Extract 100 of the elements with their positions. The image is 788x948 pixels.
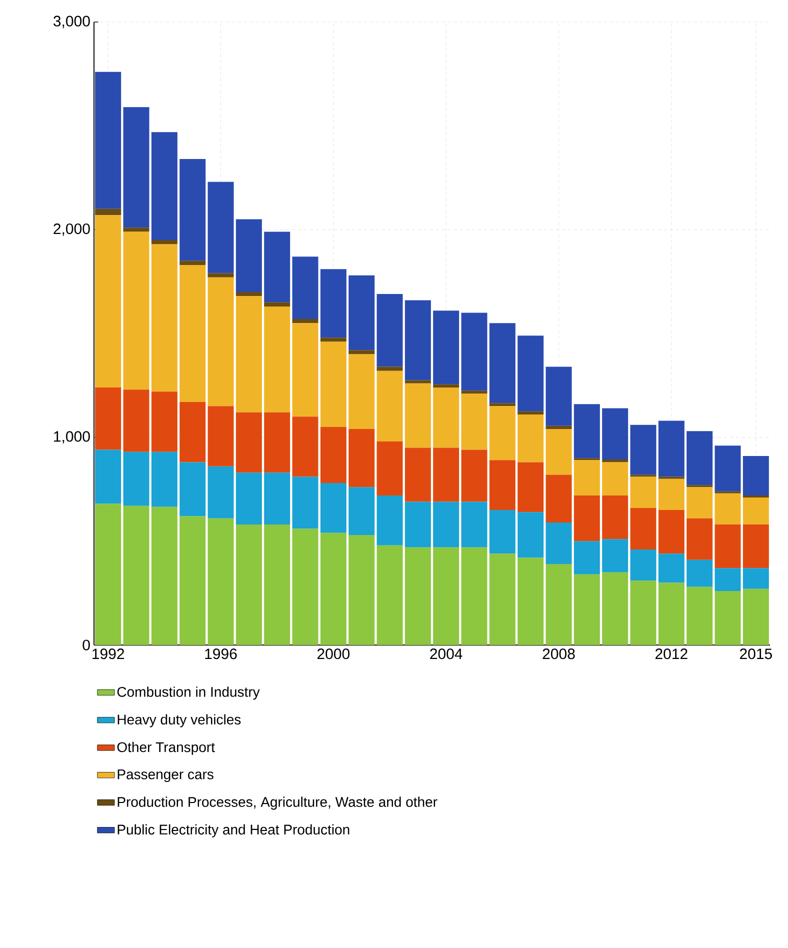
bar xyxy=(404,380,431,384)
bar xyxy=(714,591,741,645)
bar xyxy=(742,568,769,589)
bar xyxy=(518,336,544,412)
bar xyxy=(602,539,628,572)
bar xyxy=(180,159,206,261)
bar xyxy=(180,462,206,516)
bar xyxy=(489,403,516,406)
bar xyxy=(489,323,516,404)
bar xyxy=(518,411,544,414)
legend-label: Other Transport xyxy=(117,742,215,755)
x-tick-label: 2015 xyxy=(740,648,772,660)
bar xyxy=(433,502,460,548)
bar xyxy=(348,429,375,488)
bar xyxy=(292,323,318,417)
bar xyxy=(433,547,460,645)
bar xyxy=(546,474,572,522)
bar xyxy=(686,586,713,645)
bar xyxy=(320,426,346,484)
bar xyxy=(151,506,178,645)
bar xyxy=(348,354,375,430)
bar xyxy=(489,460,516,510)
bar xyxy=(95,215,122,388)
bar xyxy=(546,429,572,475)
bar xyxy=(658,510,684,554)
bar xyxy=(518,462,544,512)
bar xyxy=(742,524,769,568)
bar xyxy=(95,72,122,209)
bar xyxy=(630,580,656,645)
bar xyxy=(686,518,713,560)
legend-label: Combustion in Industry xyxy=(117,686,260,700)
bar xyxy=(123,107,150,228)
bar xyxy=(461,312,488,391)
y-tick-label: 2,000 xyxy=(54,223,90,236)
bar xyxy=(404,300,431,380)
bar xyxy=(376,294,403,367)
bar xyxy=(292,476,318,529)
bar xyxy=(433,384,460,388)
bar xyxy=(489,510,516,554)
bar xyxy=(95,450,122,504)
bar xyxy=(574,460,600,496)
bar xyxy=(236,524,262,645)
bar xyxy=(686,487,713,518)
bar xyxy=(376,441,403,496)
bar xyxy=(461,502,488,548)
bar xyxy=(518,414,544,462)
bar xyxy=(264,232,290,302)
bar xyxy=(123,452,150,506)
bar xyxy=(574,541,600,574)
bar xyxy=(686,560,713,587)
bar xyxy=(714,493,741,525)
bar xyxy=(630,508,656,550)
bar xyxy=(264,412,290,473)
bar xyxy=(518,558,544,645)
bar xyxy=(742,456,769,496)
bar xyxy=(714,568,741,592)
bar xyxy=(123,228,150,232)
bar xyxy=(348,275,375,350)
bar xyxy=(574,574,600,645)
y-tick-label: 0 xyxy=(82,640,90,650)
legend-label: Production Processes, Agriculture, Waste and other xyxy=(118,796,438,810)
bar xyxy=(151,392,178,452)
bar xyxy=(602,495,628,540)
bar xyxy=(742,498,769,525)
bar xyxy=(208,273,234,278)
y-tick-label: 3,000 xyxy=(53,16,90,28)
bar xyxy=(404,502,431,548)
bar xyxy=(236,472,262,525)
bar xyxy=(714,446,741,492)
bar xyxy=(236,412,262,473)
bar xyxy=(489,554,516,645)
bar xyxy=(123,390,150,452)
bar xyxy=(236,292,262,296)
bar xyxy=(404,547,431,645)
bar xyxy=(348,534,375,645)
bar xyxy=(658,420,684,477)
bar xyxy=(208,466,234,518)
bar xyxy=(376,370,403,442)
legend-label: Heavy duty vehicles xyxy=(118,714,241,728)
bar xyxy=(546,366,572,426)
bar xyxy=(546,522,572,564)
bar xyxy=(208,518,234,645)
bar xyxy=(151,244,178,392)
bar xyxy=(180,264,206,402)
bar xyxy=(180,516,206,645)
bar xyxy=(292,256,318,319)
bar xyxy=(686,431,713,486)
bar xyxy=(461,390,488,394)
bar xyxy=(489,406,516,460)
x-tick-label: 2000 xyxy=(317,648,350,660)
bar xyxy=(433,387,460,448)
legend-label: Public Electricity and Heat Production xyxy=(118,824,350,838)
bar xyxy=(348,487,375,535)
bar xyxy=(264,306,290,412)
bar xyxy=(208,182,234,274)
bar xyxy=(123,232,150,390)
bar xyxy=(376,495,403,546)
bar xyxy=(461,547,488,645)
bar xyxy=(348,350,375,354)
bar xyxy=(180,402,206,462)
